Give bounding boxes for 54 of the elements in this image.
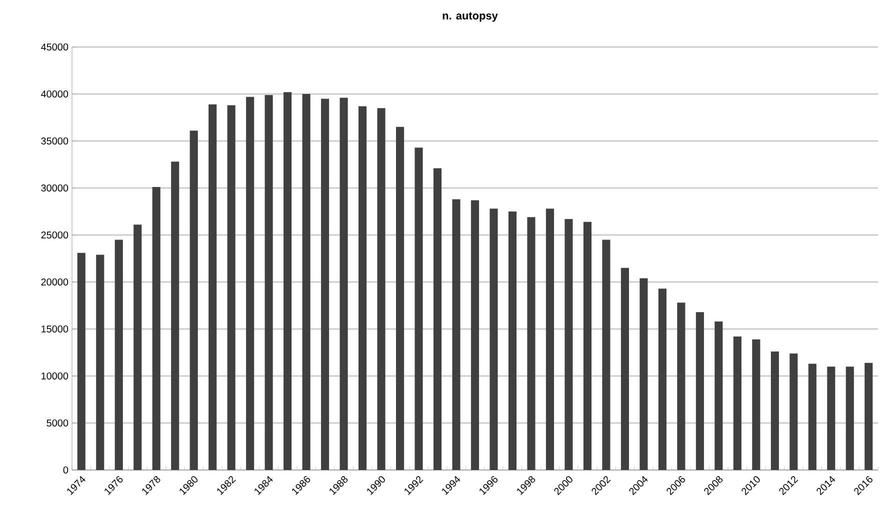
- bar: [640, 278, 648, 470]
- y-tick-label: 35000: [41, 137, 68, 145]
- bar: [208, 104, 217, 470]
- bar: [396, 126, 404, 470]
- bar: [527, 217, 536, 470]
- bar: [114, 240, 123, 470]
- bar: [564, 219, 573, 470]
- bar: [770, 352, 779, 470]
- bar: [602, 240, 610, 470]
- bar: [358, 106, 367, 470]
- bar: [284, 92, 292, 470]
- y-tick-label: 20000: [41, 278, 68, 286]
- bar: [790, 353, 798, 470]
- bar: [827, 366, 836, 470]
- bar: [340, 98, 348, 470]
- bar: [171, 162, 180, 470]
- bar: [733, 336, 742, 470]
- bar: [620, 268, 629, 470]
- bar: [470, 200, 480, 470]
- bar: [864, 362, 873, 470]
- bar: [546, 208, 554, 470]
- bar: [264, 94, 273, 470]
- y-tick-label: 45000: [41, 43, 68, 51]
- bar: [302, 94, 310, 470]
- bar: [134, 224, 142, 470]
- y-tick-label: 15000: [42, 325, 68, 333]
- y-tick-label: 0: [63, 466, 68, 474]
- bar: [96, 254, 104, 470]
- bar: [808, 364, 816, 470]
- bar: [658, 288, 666, 470]
- bar: [490, 208, 498, 470]
- bar: [377, 108, 386, 470]
- bar: [677, 302, 686, 470]
- bar: [414, 148, 423, 470]
- bar: [752, 339, 760, 470]
- bar: [77, 252, 86, 470]
- bar: [433, 168, 442, 470]
- bar: [508, 212, 517, 470]
- y-tick-label: 30000: [41, 184, 68, 192]
- y-tick-label: 40000: [41, 90, 68, 98]
- bar: [152, 187, 160, 470]
- bar: [227, 105, 236, 470]
- chart-title: n. autopsy: [442, 12, 498, 22]
- y-tick-label: 5000: [46, 419, 68, 427]
- bar: [583, 222, 592, 470]
- y-tick-label: 10000: [42, 372, 68, 380]
- bar: [321, 98, 330, 470]
- bar: [452, 199, 460, 470]
- bar: [696, 312, 704, 470]
- bar: [714, 321, 723, 470]
- bar: [846, 366, 854, 470]
- y-tick-label: 25000: [41, 231, 68, 239]
- bar: [190, 130, 198, 470]
- bar: [246, 96, 254, 470]
